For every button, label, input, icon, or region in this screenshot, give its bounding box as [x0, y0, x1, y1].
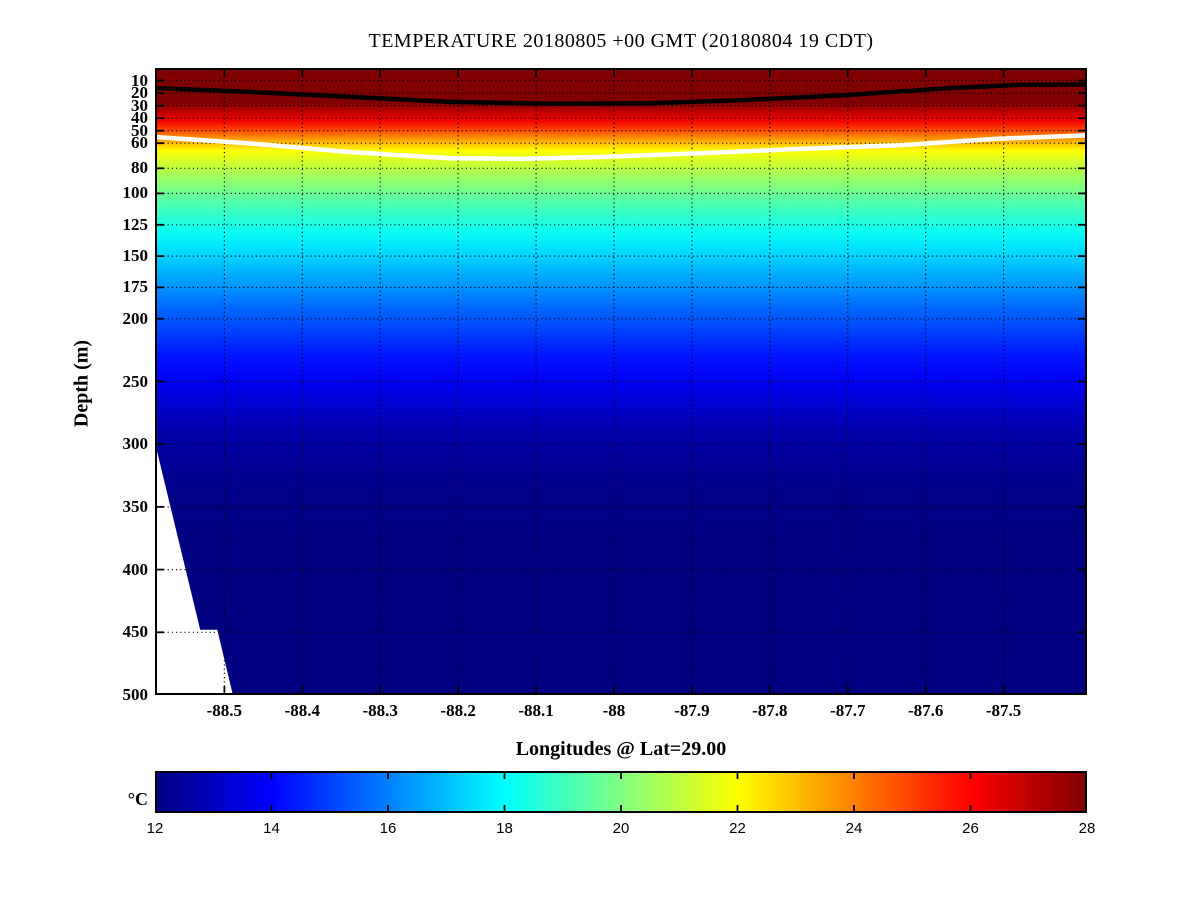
y-tick-label: 350: [122, 496, 149, 516]
y-tick-label: 125: [122, 214, 149, 234]
colorbar-tick-label: 12: [146, 820, 164, 837]
x-tick-label: -87.9: [674, 701, 710, 720]
x-tick-label: -88.4: [284, 701, 320, 720]
chart-title: TEMPERATURE 20180805 +00 GMT (20180804 1…: [368, 30, 874, 52]
y-tick-label: 200: [122, 308, 149, 328]
x-tick-label: -87.6: [907, 701, 944, 720]
28C-isotherm: [155, 82, 1087, 106]
y-tick-label: 20: [131, 83, 148, 103]
y-tick-label: 80: [131, 158, 148, 178]
colorbar-tick-label: 20: [612, 820, 630, 837]
y-tick-label: 400: [122, 559, 149, 579]
colorbar-tick-label: 18: [496, 820, 513, 837]
colorbar-tick-label: 22: [729, 820, 746, 837]
no-data-region: [155, 442, 233, 695]
x-tick-label: -87.8: [752, 701, 788, 720]
y-tick-label: 450: [122, 622, 149, 642]
x-tick-label: -87.5: [985, 701, 1022, 720]
y-tick-label: 10: [131, 70, 148, 90]
colorbar-unit-label: °C: [127, 789, 148, 809]
y-tick-label: 50: [131, 120, 148, 140]
x-tick-label: -88.5: [206, 701, 243, 720]
colorbar-canvas: [155, 771, 1087, 813]
y-tick-label: 250: [122, 371, 149, 391]
colorbar-tick-label: 26: [962, 820, 979, 837]
x-tick-label: -87.7: [830, 701, 866, 720]
x-tick-label: -88.3: [362, 701, 398, 720]
y-tick-label: 40: [131, 108, 148, 128]
y-tick-label: 30: [131, 95, 148, 115]
y-tick-label: 175: [122, 277, 149, 297]
y-tick-label: 100: [122, 183, 149, 203]
colorbar-tick-label: 16: [379, 820, 397, 837]
22C-isotherm: [155, 132, 1087, 162]
x-tick-label: -88: [602, 701, 626, 720]
y-tick-label: 150: [122, 246, 149, 266]
y-tick-label: 500: [122, 685, 149, 704]
colorbar-tick-label: 28: [1078, 820, 1096, 837]
y-tick-label: 60: [131, 133, 148, 153]
colorbar-tick-label: 14: [263, 820, 280, 837]
temperature-section-plot: [155, 68, 1087, 695]
colorbar-tick-label: 24: [845, 820, 863, 837]
y-tick-label: 300: [122, 434, 149, 454]
colorbar: [155, 771, 1087, 813]
x-tick-label: -88.2: [440, 701, 476, 720]
plot-canvas: [155, 68, 1087, 695]
x-axis-label: Longitudes @ Lat=29.00: [515, 738, 727, 760]
x-tick-label: -88.1: [518, 701, 554, 720]
